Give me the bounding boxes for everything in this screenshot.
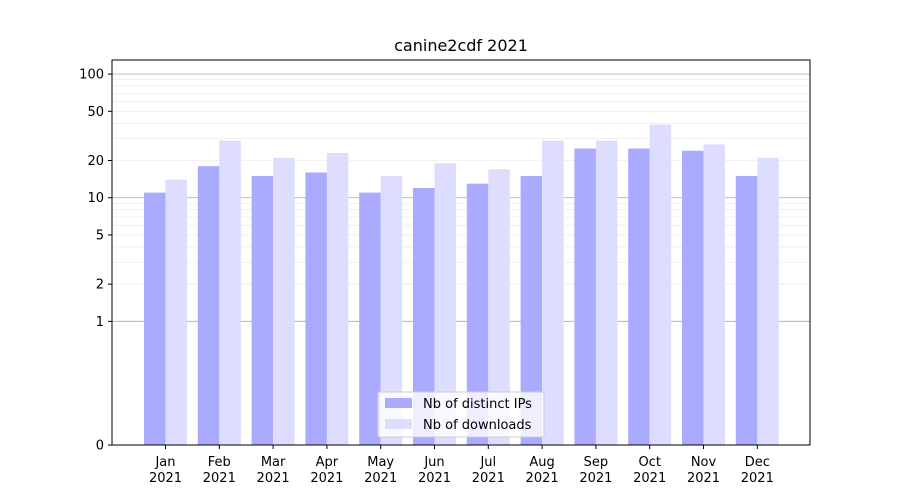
bar-distinct-ips <box>466 183 489 445</box>
x-tick-label: Aug 2021 <box>526 455 559 486</box>
y-tick-label: 0 <box>96 439 104 454</box>
x-tick-label: Sep 2021 <box>579 455 612 486</box>
bar-distinct-ips <box>359 192 381 445</box>
bar-downloads <box>165 179 187 446</box>
y-tick-label: 5 <box>96 228 104 243</box>
x-tick-label: Apr 2021 <box>310 455 343 486</box>
x-tick-label: Jan 2021 <box>149 455 182 486</box>
y-tick-label: 100 <box>79 68 104 83</box>
bar-downloads <box>757 157 779 446</box>
x-axis: Jan 2021 Feb 2021 Mar 2021 Apr 2021 May 2021 Jun 20… <box>149 445 774 486</box>
x-tick-label: Jul 2021 <box>472 455 505 486</box>
y-tick-label: 20 <box>87 154 104 169</box>
bar-downloads <box>488 169 510 445</box>
bar-downloads <box>542 140 564 445</box>
y-axis: 0 1 2 5 10 20 50 100 <box>79 68 112 454</box>
bar-downloads <box>703 144 725 445</box>
bar-distinct-ips <box>628 148 650 445</box>
chart-title: canine2cdf 2021 <box>394 36 528 55</box>
x-tick-label: May 2021 <box>364 455 397 486</box>
legend-label-downloads: Nb of downloads <box>423 418 532 433</box>
y-tick-label: 2 <box>96 278 104 293</box>
bar-downloads <box>595 140 618 445</box>
plot-area <box>111 59 811 446</box>
bar-downloads <box>326 153 349 445</box>
x-tick-label: Jun 2021 <box>418 455 451 486</box>
x-tick-label: Dec 2021 <box>741 455 774 486</box>
bar-distinct-ips <box>520 175 543 445</box>
y-tick-label: 10 <box>87 191 104 206</box>
legend-swatch-downloads <box>385 419 412 429</box>
legend: Nb of distinct IPs Nb of downloads <box>377 391 545 438</box>
legend-box <box>377 391 545 438</box>
bar-downloads <box>219 140 241 445</box>
x-tick-label: Feb 2021 <box>203 455 236 486</box>
x-tick-label: Oct 2021 <box>633 455 666 486</box>
y-tick-label: 50 <box>87 105 104 120</box>
bar-distinct-ips <box>682 150 704 445</box>
bar-downloads <box>273 157 295 446</box>
legend-label-distinct-ips: Nb of distinct IPs <box>423 397 532 412</box>
bar-distinct-ips <box>251 175 274 445</box>
x-tick-label: Mar 2021 <box>257 455 290 486</box>
x-tick-label: Nov 2021 <box>687 455 720 486</box>
bar-distinct-ips <box>574 148 596 445</box>
bar-downloads <box>434 163 456 445</box>
bar-distinct-ips <box>144 192 166 445</box>
bar-distinct-ips <box>305 172 327 446</box>
bar-downloads <box>649 124 672 445</box>
bars <box>144 124 779 446</box>
bar-downloads <box>380 175 403 445</box>
legend-swatch-distinct-ips <box>385 398 412 408</box>
bar-distinct-ips <box>413 187 435 445</box>
bar-distinct-ips <box>735 175 758 445</box>
y-tick-label: 1 <box>96 315 104 330</box>
bar-distinct-ips <box>197 166 220 445</box>
